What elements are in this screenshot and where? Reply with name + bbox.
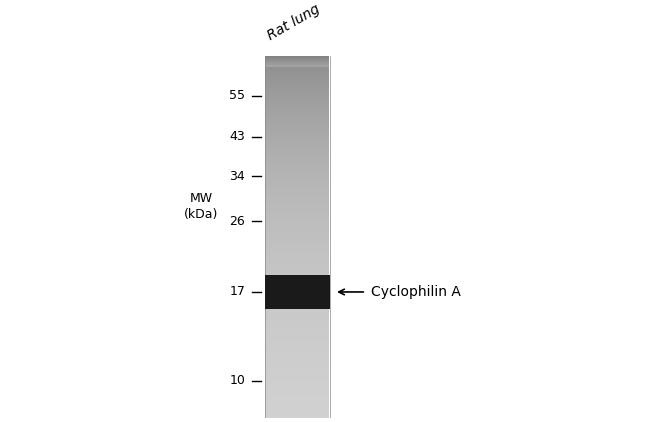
Text: 10: 10 bbox=[229, 374, 245, 387]
Bar bbox=[265, 275, 330, 309]
Text: 34: 34 bbox=[229, 170, 245, 183]
Text: 43: 43 bbox=[229, 130, 245, 143]
Text: 55: 55 bbox=[229, 89, 245, 103]
Text: Rat lung: Rat lung bbox=[265, 1, 322, 43]
Text: Cyclophilin A: Cyclophilin A bbox=[371, 285, 461, 299]
Text: 26: 26 bbox=[229, 214, 245, 227]
Text: MW
(kDa): MW (kDa) bbox=[184, 192, 218, 221]
Text: 17: 17 bbox=[229, 285, 245, 298]
